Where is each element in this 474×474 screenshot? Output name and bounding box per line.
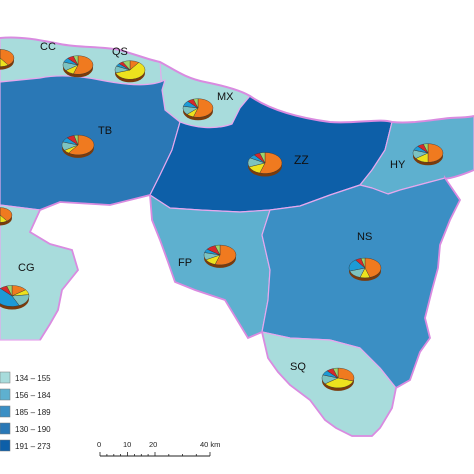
pie-slice (73, 55, 79, 66)
legend: 134 – 155 156 – 184 185 – 189 130 – 190 … (0, 371, 51, 452)
pie-slice (68, 134, 95, 156)
legend-swatch-4 (0, 422, 11, 435)
label-mx: MX (217, 91, 234, 103)
pie-slice (0, 207, 13, 222)
pie-sq (321, 367, 355, 391)
region-fp (149, 194, 271, 339)
scale-tick-0: 0 (97, 440, 101, 449)
legend-swatch-5 (0, 439, 11, 452)
pie-ns (348, 257, 382, 281)
label-qs: QS (112, 46, 128, 58)
pie-edge-west (0, 207, 13, 226)
pie-slice (73, 55, 94, 75)
label-cg: CG (18, 262, 35, 274)
pie-zz (247, 152, 283, 177)
label-sq: SQ (290, 361, 306, 373)
label-ns: NS (357, 231, 372, 243)
legend-label-4: 130 – 190 (15, 425, 51, 434)
pie-cg (0, 285, 30, 310)
scale-tick-10: 10 (123, 440, 131, 449)
label-tb: TB (98, 125, 112, 137)
pie-fp (203, 244, 237, 268)
pie-slice (364, 257, 382, 278)
pie-slice (360, 257, 366, 269)
regions (0, 36, 474, 437)
pie-slice (6, 285, 13, 297)
pie-slice (0, 49, 15, 66)
pie-qs (114, 60, 146, 83)
label-zz: ZZ (294, 153, 309, 167)
pie-slice (122, 60, 131, 71)
legend-label-2: 156 – 184 (15, 391, 51, 400)
legend-label-1: 134 – 155 (15, 374, 51, 383)
scale-ticks (99, 452, 211, 456)
legend-label-5: 191 – 273 (15, 442, 51, 451)
pie-cc (62, 55, 94, 78)
inland-border (28, 169, 474, 437)
pie-slice (115, 62, 146, 80)
pie-tb (61, 134, 95, 158)
label-cc: CC (40, 41, 56, 53)
pie-edge-north-west (0, 49, 15, 70)
pie-slice (423, 143, 429, 154)
legend-swatch-1 (0, 371, 11, 384)
legend-label-3: 185 – 189 (15, 408, 51, 417)
pie-slice (193, 98, 199, 109)
region-labels: CC QS MX TB ZZ HY CG FP NS SQ (18, 41, 406, 373)
label-fp: FP (178, 257, 192, 269)
scale-bar: 0 10 20 40 km (97, 440, 220, 457)
legend-swatch-3 (0, 405, 11, 418)
region-cg (0, 204, 79, 341)
pie-slice (332, 367, 339, 379)
pie-hy (412, 143, 444, 166)
pie-slice (259, 152, 283, 174)
coastline (0, 36, 474, 124)
pie-slice (214, 244, 221, 256)
label-hy: HY (390, 159, 406, 171)
pie-slice (193, 98, 214, 118)
pie-charts (0, 49, 444, 391)
pie-slice (0, 288, 20, 307)
pie-slice (73, 134, 79, 146)
scale-tick-40: 40 km (200, 440, 220, 449)
pie-slice (259, 152, 266, 164)
pie-slice (214, 244, 237, 266)
scale-tick-20: 20 (149, 440, 157, 449)
pie-mx (182, 98, 214, 121)
pie-slice (337, 367, 355, 382)
pie-slice (427, 143, 444, 163)
pie-slice (324, 377, 354, 389)
legend-swatch-2 (0, 388, 11, 401)
